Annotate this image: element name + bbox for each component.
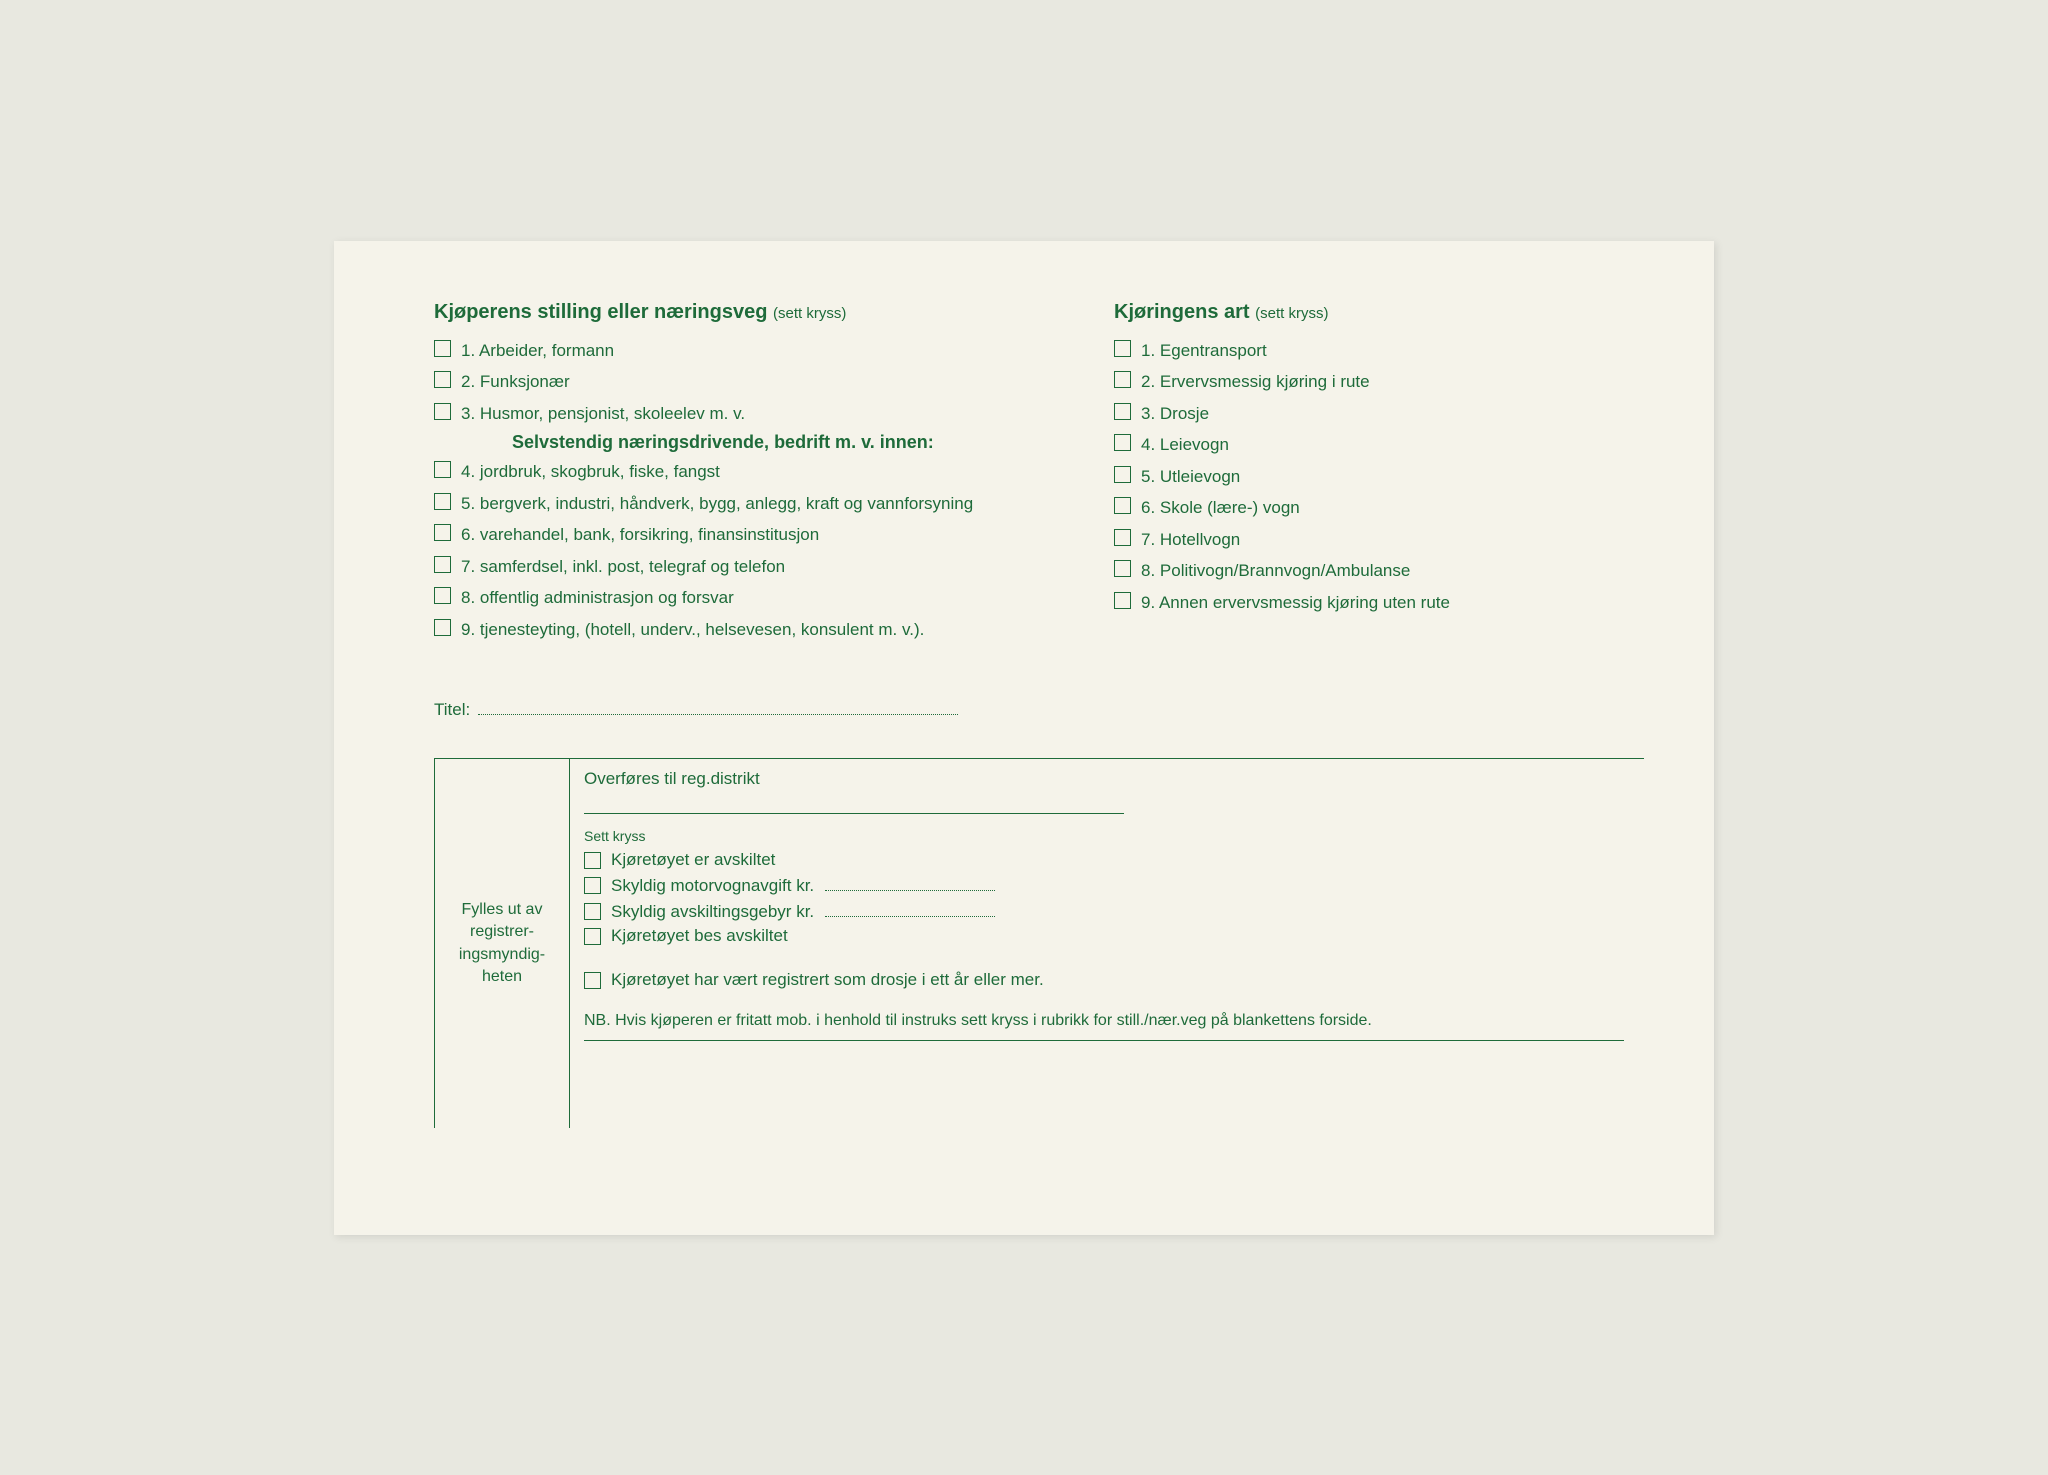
checkbox[interactable] [1114,592,1131,609]
item-label: Skyldig motorvognavgift kr. [611,874,995,896]
item-label: 4. Leievogn [1141,432,1229,458]
checkbox[interactable] [584,928,601,945]
title-label: Titel: [434,700,470,720]
checkbox[interactable] [1114,466,1131,483]
district-label: Overføres til reg.distrikt [584,769,1624,789]
right-item-6: 6. Skole (lære-) vogn [1114,495,1644,521]
buyer-occupation-section: Kjøperens stilling eller næringsveg (set… [434,301,1054,649]
top-columns: Kjøperens stilling eller næringsveg (set… [434,301,1644,649]
item-label: 9. Annen ervervsmessig kjøring uten rute [1141,590,1450,616]
official-content: Overføres til reg.distrikt Sett kryss Kj… [570,759,1644,1128]
title-input-line[interactable] [478,698,958,715]
amount-input-line[interactable] [825,874,995,891]
item-label: Kjøretøyet bes avskiltet [611,926,788,946]
left-heading-note: (sett kryss) [773,305,846,322]
official-box: Fylles ut av registrer-ingsmyndig-heten … [434,758,1644,1128]
checkbox[interactable] [434,587,451,604]
left-subheading: Selvstendig næringsdrivende, bedrift m. … [512,432,1054,453]
item-label: 5. bergverk, industri, håndverk, bygg, a… [461,491,973,517]
checkbox[interactable] [1114,529,1131,546]
item-label: 6. Skole (lære-) vogn [1141,495,1300,521]
official-item-2: Skyldig motorvognavgift kr. [584,874,1624,896]
checkbox[interactable] [434,493,451,510]
left-item-1: 1. Arbeider, formann [434,338,1054,364]
checkbox[interactable] [434,461,451,478]
item-label: 3. Drosje [1141,401,1209,427]
left-item-9: 9. tjenesteyting, (hotell, underv., hels… [434,617,1054,643]
item-label: Kjøretøyet har vært registrert som drosj… [611,970,1044,990]
item-label: 2. Funksjonær [461,369,570,395]
spacer [584,950,1624,970]
checkbox[interactable] [584,877,601,894]
right-item-4: 4. Leievogn [1114,432,1644,458]
checkbox[interactable] [1114,403,1131,420]
left-item-6: 6. varehandel, bank, forsikring, finansi… [434,522,1054,548]
official-item-1: Kjøretøyet er avskiltet [584,850,1624,870]
item-label: 8. offentlig administrasjon og forsvar [461,585,734,611]
checkbox[interactable] [434,524,451,541]
right-item-9: 9. Annen ervervsmessig kjøring uten rute [1114,590,1644,616]
official-item-last: Kjøretøyet har vært registrert som drosj… [584,970,1624,990]
item-label: 2. Ervervsmessig kjøring i rute [1141,369,1370,395]
left-item-3: 3. Husmor, pensjonist, skoleelev m. v. [434,401,1054,427]
checkbox[interactable] [1114,434,1131,451]
item-label: 9. tjenesteyting, (hotell, underv., hels… [461,617,924,643]
official-side-label: Fylles ut av registrer-ingsmyndig-heten [435,759,570,1128]
bottom-rule [584,1040,1624,1041]
item-label: 5. Utleievogn [1141,464,1240,490]
item-text-part: Skyldig avskiltingsgebyr kr. [611,902,814,921]
checkbox[interactable] [434,619,451,636]
checkbox[interactable] [584,903,601,920]
left-item-4: 4. jordbruk, skogbruk, fiske, fangst [434,459,1054,485]
official-item-3: Skyldig avskiltingsgebyr kr. [584,900,1624,922]
left-item-2: 2. Funksjonær [434,369,1054,395]
item-label: 3. Husmor, pensjonist, skoleelev m. v. [461,401,745,427]
right-item-7: 7. Hotellvogn [1114,527,1644,553]
item-label: 4. jordbruk, skogbruk, fiske, fangst [461,459,720,485]
district-input-line[interactable] [584,813,1124,814]
nb-text: NB. Hvis kjøperen er fritatt mob. i henh… [584,1012,1624,1030]
checkbox[interactable] [1114,340,1131,357]
item-text-part: Skyldig motorvognavgift kr. [611,876,814,895]
left-item-8: 8. offentlig administrasjon og forsvar [434,585,1054,611]
item-label: Kjøretøyet er avskiltet [611,850,775,870]
right-heading: Kjøringens art (sett kryss) [1114,301,1644,324]
checkbox[interactable] [1114,560,1131,577]
item-label: 7. Hotellvogn [1141,527,1240,553]
item-label: 7. samferdsel, inkl. post, telegraf og t… [461,554,785,580]
checkbox[interactable] [584,972,601,989]
checkbox[interactable] [1114,371,1131,388]
right-heading-note: (sett kryss) [1255,305,1328,322]
item-label: 8. Politivogn/Brannvogn/Ambulanse [1141,558,1410,584]
right-heading-text: Kjøringens art [1114,301,1250,323]
checkbox[interactable] [434,556,451,573]
right-item-3: 3. Drosje [1114,401,1644,427]
item-label: 1. Arbeider, formann [461,338,614,364]
checkbox[interactable] [584,852,601,869]
right-item-2: 2. Ervervsmessig kjøring i rute [1114,369,1644,395]
right-item-5: 5. Utleievogn [1114,464,1644,490]
driving-type-section: Kjøringens art (sett kryss) 1. Egentrans… [1114,301,1644,649]
form-page: Kjøperens stilling eller næringsveg (set… [334,241,1714,1235]
left-item-7: 7. samferdsel, inkl. post, telegraf og t… [434,554,1054,580]
right-item-8: 8. Politivogn/Brannvogn/Ambulanse [1114,558,1644,584]
left-heading-text: Kjøperens stilling eller næringsveg [434,301,767,323]
official-item-4: Kjøretøyet bes avskiltet [584,926,1624,946]
right-item-1: 1. Egentransport [1114,338,1644,364]
sett-kryss-label: Sett kryss [584,828,1624,844]
title-row: Titel: [434,698,1644,720]
item-label: 1. Egentransport [1141,338,1267,364]
item-label: 6. varehandel, bank, forsikring, finansi… [461,522,819,548]
left-item-5: 5. bergverk, industri, håndverk, bygg, a… [434,491,1054,517]
item-label: Skyldig avskiltingsgebyr kr. [611,900,995,922]
checkbox[interactable] [434,371,451,388]
checkbox[interactable] [434,403,451,420]
checkbox[interactable] [434,340,451,357]
checkbox[interactable] [1114,497,1131,514]
amount-input-line[interactable] [825,900,995,917]
left-heading: Kjøperens stilling eller næringsveg (set… [434,301,1054,324]
